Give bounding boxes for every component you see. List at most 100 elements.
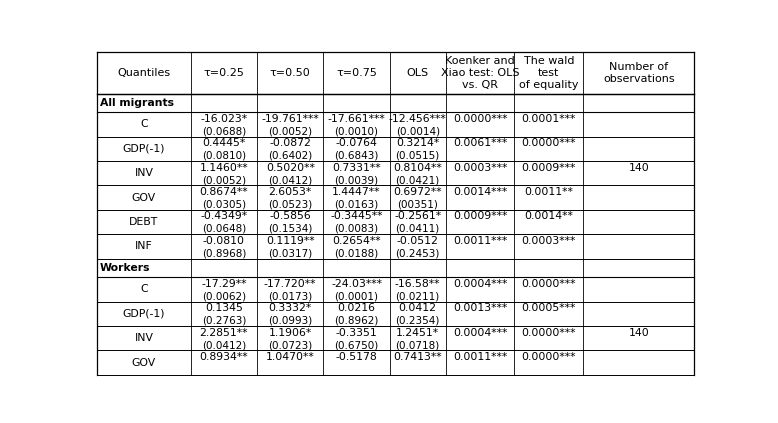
Text: -0.5856: -0.5856 <box>269 212 311 221</box>
Text: 2.2851**: 2.2851** <box>200 328 248 338</box>
Text: (0.0052): (0.0052) <box>268 126 312 136</box>
Text: τ=0.25: τ=0.25 <box>203 68 244 78</box>
Text: GDP(-1): GDP(-1) <box>123 309 165 319</box>
Text: (0.1534): (0.1534) <box>268 224 313 234</box>
Text: Koenker and
Xiao test: OLS
vs. QR: Koenker and Xiao test: OLS vs. QR <box>441 56 520 90</box>
Text: -24.03***: -24.03*** <box>331 279 382 289</box>
Text: 0.0009***: 0.0009*** <box>522 163 576 173</box>
Text: (0.0188): (0.0188) <box>335 248 379 258</box>
Text: -0.2561*: -0.2561* <box>394 212 441 221</box>
Text: -17.661***: -17.661*** <box>328 114 385 124</box>
Text: (0.0523): (0.0523) <box>268 200 312 209</box>
Text: 0.8104**: 0.8104** <box>394 163 442 173</box>
Text: (0.0718): (0.0718) <box>395 340 440 350</box>
Text: 1.2451*: 1.2451* <box>396 328 440 338</box>
Text: -17.29**: -17.29** <box>202 279 247 289</box>
Text: (0.0421): (0.0421) <box>395 175 440 185</box>
Text: τ=0.50: τ=0.50 <box>270 68 310 78</box>
Text: Number of
observations: Number of observations <box>603 62 675 84</box>
Text: (0.6843): (0.6843) <box>335 151 379 161</box>
Text: 0.4445*: 0.4445* <box>202 138 246 148</box>
Text: 0.1119**: 0.1119** <box>266 236 314 246</box>
Text: 0.0011**: 0.0011** <box>524 187 573 197</box>
Text: 0.0013***: 0.0013*** <box>453 303 507 313</box>
Text: (0.0010): (0.0010) <box>335 126 379 136</box>
Text: (0.2763): (0.2763) <box>202 316 246 326</box>
Text: 0.0003***: 0.0003*** <box>522 236 576 246</box>
Text: (00351): (00351) <box>398 200 438 209</box>
Text: (0.0810): (0.0810) <box>202 151 246 161</box>
Text: -0.4349*: -0.4349* <box>200 212 247 221</box>
Text: 0.0005***: 0.0005*** <box>522 303 576 313</box>
Text: INV: INV <box>135 168 153 178</box>
Text: 0.0011***: 0.0011*** <box>453 236 507 246</box>
Text: -12.456***: -12.456*** <box>389 114 447 124</box>
Text: 1.1906*: 1.1906* <box>268 328 312 338</box>
Text: -16.58**: -16.58** <box>395 279 440 289</box>
Text: (0.0163): (0.0163) <box>335 200 379 209</box>
Text: -16.023*: -16.023* <box>200 114 247 124</box>
Text: (0.0305): (0.0305) <box>202 200 246 209</box>
Text: (0.0411): (0.0411) <box>395 224 440 234</box>
Text: 0.3214*: 0.3214* <box>396 138 440 148</box>
Text: 1.4447**: 1.4447** <box>332 187 380 197</box>
Text: INV: INV <box>135 333 153 343</box>
Text: C: C <box>140 119 148 129</box>
Text: GOV: GOV <box>131 357 156 368</box>
Text: 0.0003***: 0.0003*** <box>453 163 507 173</box>
Text: -17.720**: -17.720** <box>264 279 317 289</box>
Text: 0.0014***: 0.0014*** <box>453 187 507 197</box>
Text: (0.0062): (0.0062) <box>202 291 246 301</box>
Text: -0.3445**: -0.3445** <box>331 212 383 221</box>
Text: (0.0052): (0.0052) <box>202 175 246 185</box>
Text: τ=0.75: τ=0.75 <box>336 68 377 78</box>
Text: (0.0211): (0.0211) <box>395 291 440 301</box>
Text: (0.0412): (0.0412) <box>202 340 246 350</box>
Text: (0.6750): (0.6750) <box>335 340 379 350</box>
Text: -19.761***: -19.761*** <box>261 114 319 124</box>
Text: (0.6402): (0.6402) <box>268 151 312 161</box>
Text: 0.0000***: 0.0000*** <box>453 114 507 124</box>
Text: 1.1460**: 1.1460** <box>199 163 248 173</box>
Text: The wald
test
of equality: The wald test of equality <box>519 56 579 90</box>
Text: -0.3351: -0.3351 <box>335 328 377 338</box>
Text: 0.0004***: 0.0004*** <box>453 328 507 338</box>
Text: 0.7413**: 0.7413** <box>394 352 442 362</box>
Text: (0.8968): (0.8968) <box>202 248 246 258</box>
Text: 1.0470**: 1.0470** <box>266 352 314 362</box>
Text: (0.0039): (0.0039) <box>335 175 379 185</box>
Text: (0.0083): (0.0083) <box>335 224 379 234</box>
Text: 0.7331**: 0.7331** <box>332 163 381 173</box>
Text: 0.0216: 0.0216 <box>338 303 376 313</box>
Text: (0.2354): (0.2354) <box>395 316 440 326</box>
Text: 0.0004***: 0.0004*** <box>453 279 507 289</box>
Text: -0.0764: -0.0764 <box>335 138 377 148</box>
Text: INF: INF <box>135 242 152 251</box>
Text: 140: 140 <box>629 163 649 173</box>
Text: 0.0000***: 0.0000*** <box>521 138 576 148</box>
Text: 0.0000***: 0.0000*** <box>521 279 576 289</box>
Text: 0.2654**: 0.2654** <box>332 236 381 246</box>
Text: 0.6972**: 0.6972** <box>394 187 442 197</box>
Text: 0.0014**: 0.0014** <box>524 212 573 221</box>
Text: All migrants: All migrants <box>100 98 173 108</box>
Text: (0.0412): (0.0412) <box>268 175 312 185</box>
Text: -0.5178: -0.5178 <box>335 352 377 362</box>
Text: (0.0173): (0.0173) <box>268 291 312 301</box>
Text: Quantiles: Quantiles <box>117 68 170 78</box>
Text: 0.0412: 0.0412 <box>398 303 436 313</box>
Text: 0.0009***: 0.0009*** <box>453 212 507 221</box>
Text: (0.0723): (0.0723) <box>268 340 312 350</box>
Text: (0.2453): (0.2453) <box>395 248 440 258</box>
Text: 0.0011***: 0.0011*** <box>453 352 507 362</box>
Text: GDP(-1): GDP(-1) <box>123 144 165 154</box>
Text: C: C <box>140 285 148 294</box>
Text: Workers: Workers <box>100 263 150 273</box>
Text: 0.5020**: 0.5020** <box>266 163 314 173</box>
Text: 0.0061***: 0.0061*** <box>453 138 507 148</box>
Text: 2.6053*: 2.6053* <box>268 187 312 197</box>
Text: 0.8674**: 0.8674** <box>199 187 248 197</box>
Text: -0.0512: -0.0512 <box>397 236 439 246</box>
Text: (0.0993): (0.0993) <box>268 316 312 326</box>
Text: 0.1345: 0.1345 <box>205 303 243 313</box>
